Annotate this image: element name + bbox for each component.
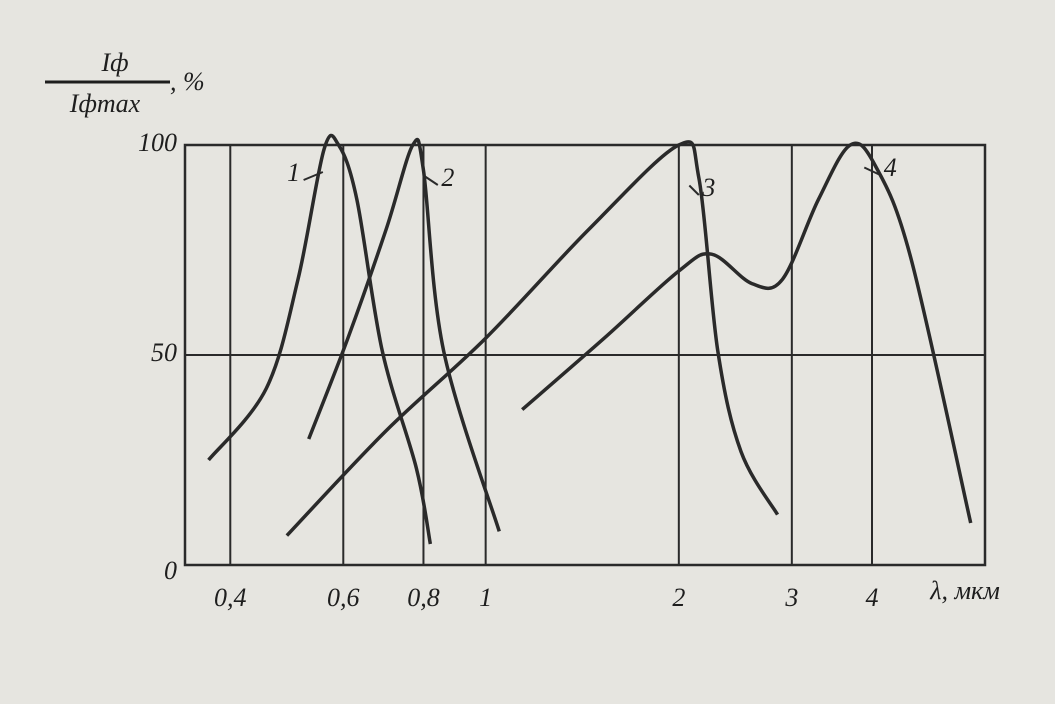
x-tick-label: 1 <box>479 583 492 612</box>
leader-line <box>688 184 700 196</box>
x-tick-label: 2 <box>672 583 685 612</box>
x-tick-label: 0,6 <box>327 583 360 612</box>
y-label-numerator: Iф <box>100 48 128 77</box>
y-label-suffix: , % <box>170 67 205 96</box>
y-label-denominator: Iфmax <box>69 89 141 118</box>
series-label: 2 <box>441 163 454 192</box>
x-axis-label: λ, мкм <box>929 576 1000 605</box>
line-series <box>207 133 433 545</box>
series-label: 1 <box>287 158 300 187</box>
series-label: 3 <box>701 173 715 202</box>
leader-line <box>303 171 324 181</box>
y-tick-label: 0 <box>164 556 177 585</box>
line-series <box>521 141 973 524</box>
x-tick-label: 0,8 <box>407 583 440 612</box>
leader-line <box>424 175 439 186</box>
x-tick-label: 3 <box>784 583 798 612</box>
y-tick-label: 100 <box>138 128 177 157</box>
x-tick-label: 0,4 <box>214 583 247 612</box>
y-tick-label: 50 <box>151 338 177 367</box>
series-label: 4 <box>884 153 897 182</box>
x-tick-label: 4 <box>866 583 879 612</box>
leader-line <box>863 166 881 176</box>
line-series <box>285 140 780 537</box>
